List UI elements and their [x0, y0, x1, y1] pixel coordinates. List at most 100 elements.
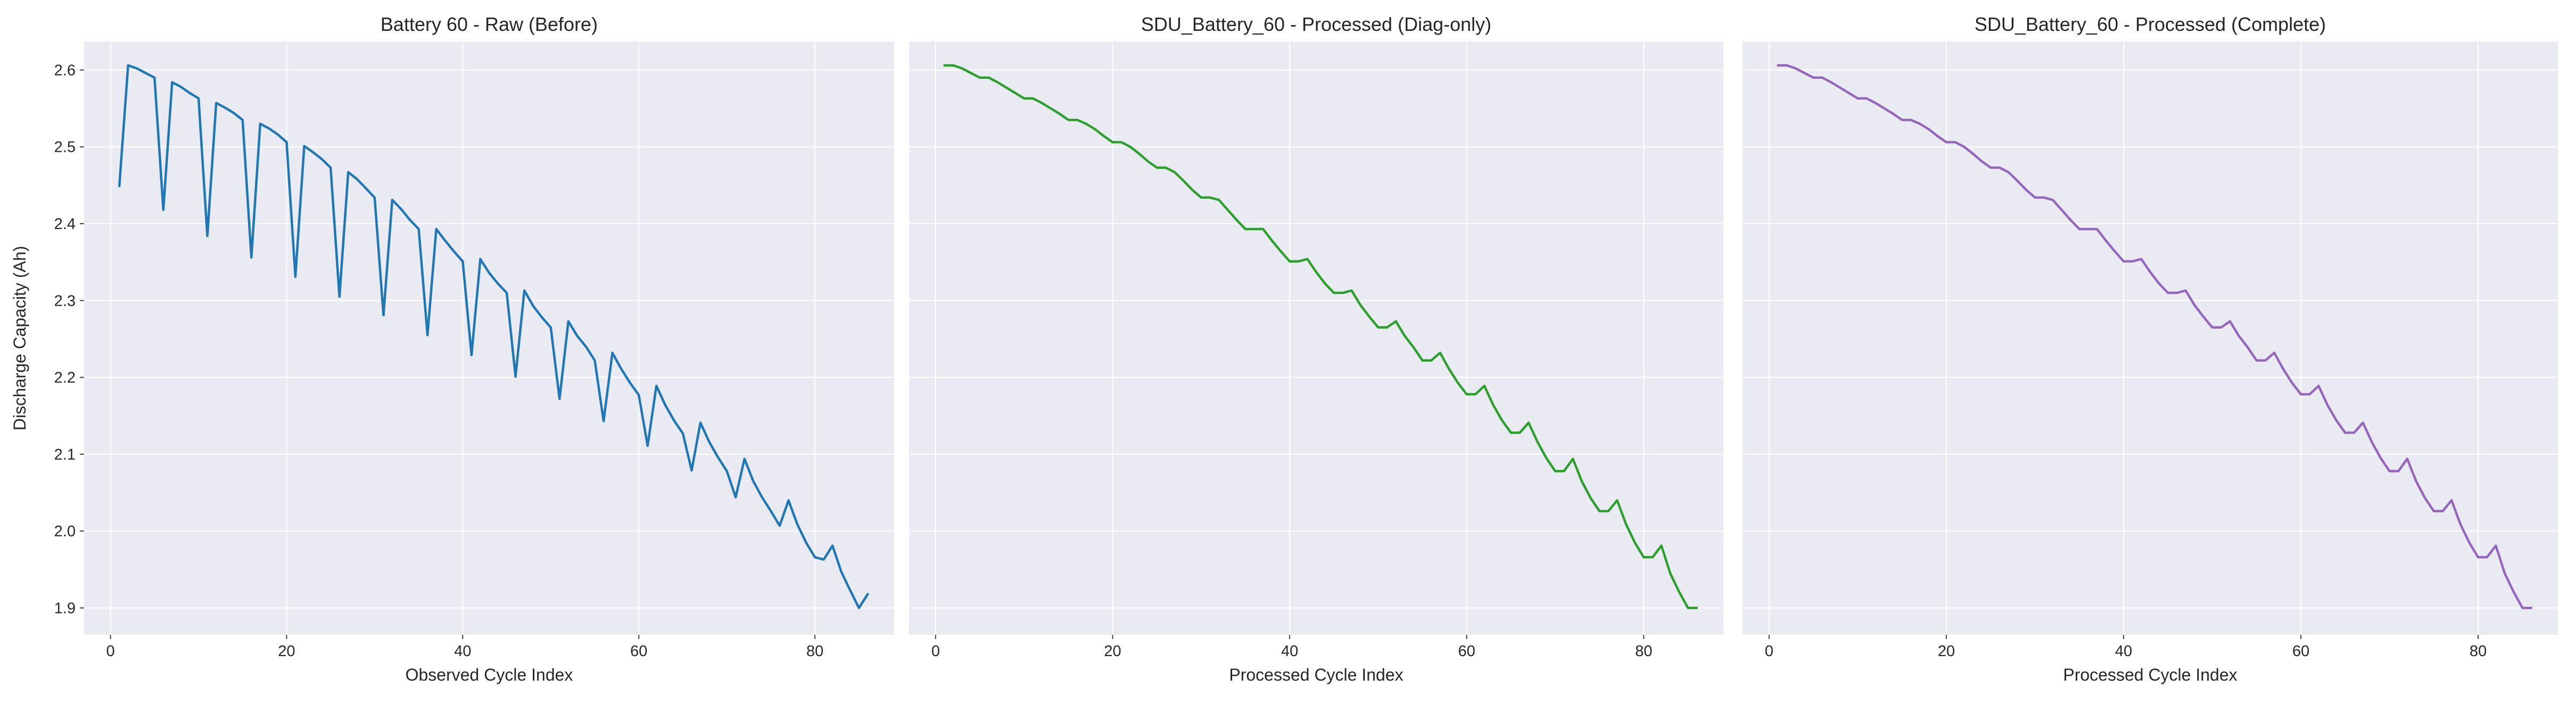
data-point [1413, 346, 1415, 348]
x-tick-label: 0 [106, 643, 115, 660]
data-point [1279, 250, 1282, 252]
data-point [1474, 393, 1476, 395]
data-point [2016, 179, 2018, 182]
data-point [2043, 197, 2045, 199]
data-point [1856, 97, 1859, 100]
data-point [1112, 141, 1114, 143]
data-point [1972, 153, 1974, 155]
data-point [2238, 335, 2240, 337]
y-axis-label: Discharge Capacity (Ah) [10, 246, 29, 431]
data-point [744, 458, 746, 460]
data-point [1174, 171, 1176, 173]
data-point [2300, 393, 2302, 395]
data-point [2495, 545, 2497, 547]
data-point [1253, 228, 1256, 230]
data-point [2380, 457, 2382, 459]
data-point [664, 404, 666, 406]
data-point [1439, 352, 1441, 354]
x-tick-label: 80 [806, 643, 823, 660]
y-tick-label: 2.3 [54, 292, 76, 309]
data-point [1528, 422, 1530, 424]
data-point [145, 72, 147, 74]
ticks: 0 20 40 60 80 [931, 635, 1652, 660]
data-point [1607, 510, 1609, 512]
data-point [1351, 290, 1353, 292]
data-point [1147, 160, 1149, 162]
data-point [602, 420, 605, 422]
data-point [1466, 393, 1468, 395]
data-point [1209, 197, 1211, 199]
data-point [435, 228, 437, 230]
data-point [849, 589, 851, 591]
data-point [356, 178, 358, 180]
data-point [1085, 122, 1087, 125]
data-point [2335, 419, 2338, 421]
data-point [1954, 141, 1956, 143]
data-point [1333, 292, 1335, 294]
data-point [858, 607, 860, 609]
data-point [1848, 92, 1850, 94]
data-point [1138, 153, 1140, 155]
data-point [550, 326, 552, 329]
data-point [1786, 64, 1788, 67]
data-point [479, 258, 481, 260]
data-point [286, 141, 288, 143]
data-point [1999, 167, 2001, 169]
data-point [207, 235, 209, 237]
data-point [444, 240, 446, 242]
data-point [823, 559, 825, 561]
x-tick-label: 80 [2470, 643, 2487, 660]
data-point [2193, 304, 2195, 306]
data-point [1892, 113, 1894, 115]
data-point [1262, 228, 1264, 230]
data-point [1510, 431, 1512, 434]
data-point [338, 296, 341, 298]
grid [84, 42, 894, 635]
data-point [515, 375, 517, 378]
data-point [1067, 119, 1069, 121]
data-point [426, 334, 428, 336]
data-point [153, 77, 155, 79]
data-point [717, 456, 719, 459]
data-point [1865, 97, 1868, 100]
data-point [2433, 510, 2435, 512]
data-point [1200, 197, 1202, 199]
data-point [970, 72, 972, 74]
data-point [2113, 250, 2116, 252]
x-axis-label: Processed Cycle Index [2063, 665, 2237, 684]
data-point [497, 283, 499, 285]
data-point [638, 394, 640, 396]
data-point [594, 359, 596, 362]
data-point [2123, 260, 2125, 263]
data-point [1191, 189, 1193, 191]
data-point [1936, 135, 1938, 137]
data-point [365, 187, 367, 190]
plot-area [1743, 42, 2558, 635]
data-point [558, 398, 560, 400]
x-tick-label: 80 [1635, 643, 1652, 660]
data-point [2513, 591, 2515, 593]
series-line [1777, 64, 2533, 609]
data-point [612, 352, 614, 354]
data-point [303, 145, 306, 147]
chart-title: SDU_Battery_60 - Processed (Complete) [1975, 13, 2326, 35]
data-point [805, 542, 807, 544]
ticks: 0 20 40 60 80 1.9 2.0 2.1 2.2 2.3 2.4 2.5 2.6 [54, 62, 824, 660]
data-point [1103, 135, 1105, 137]
data-point [1839, 87, 1841, 89]
y-tick-label: 2.5 [54, 139, 76, 156]
data-point [1634, 542, 1636, 544]
y-tick-label: 2.1 [54, 446, 76, 463]
data-point [329, 167, 332, 169]
data-point [250, 256, 252, 258]
data-point [779, 525, 781, 527]
data-point [1590, 497, 1592, 499]
data-point [2149, 271, 2151, 273]
data-point [1945, 141, 1947, 143]
data-point [831, 545, 833, 547]
data-point [1830, 81, 1832, 83]
data-point [655, 385, 657, 387]
data-point [1537, 441, 1539, 443]
data-point [1777, 64, 1779, 67]
